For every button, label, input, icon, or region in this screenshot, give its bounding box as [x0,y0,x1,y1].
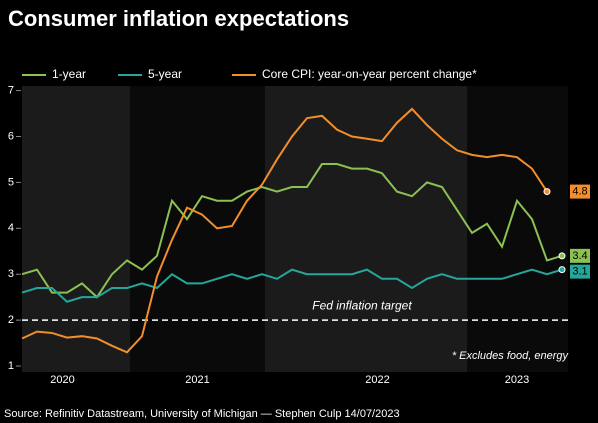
y-tick-label: 4 [8,222,14,234]
year-band [130,86,265,372]
y-tick-label: 7 [8,84,14,96]
chart-title: Consumer inflation expectations [8,6,349,31]
value-label: 4.8 [572,185,587,197]
end-dot [558,266,566,274]
x-tick-label: 2023 [505,374,529,386]
legend-label: 1-year [52,67,86,81]
series-line [21,107,548,354]
legend-label: Core CPI: year-on-year percent change* [262,67,477,81]
year-band [265,86,467,372]
note: * Excludes food, energy [452,350,570,362]
value-label-box [570,184,590,199]
y-tick-label: 3 [8,268,14,280]
x-tick-label: 2020 [50,374,74,386]
y-tick-label: 5 [8,176,14,188]
value-label: 3.1 [572,266,587,278]
y-tick-label: 2 [8,314,14,326]
y-tick-label: 1 [8,360,14,372]
target-label: Fed inflation target [312,298,412,312]
end-dot [543,188,551,196]
series-line [21,268,563,303]
x-tick-label: 2021 [185,374,209,386]
end-dot [558,252,566,260]
value-label: 3.4 [572,250,587,262]
value-label-box [570,248,590,263]
year-band [467,86,568,372]
year-band [22,86,130,372]
x-tick-label: 2022 [365,374,389,386]
legend-label: 5-year [148,67,182,81]
source: Source: Refinitiv Datastream, University… [4,408,400,420]
y-tick-label: 6 [8,130,14,142]
value-label-box [570,264,590,279]
series-line [21,163,563,299]
